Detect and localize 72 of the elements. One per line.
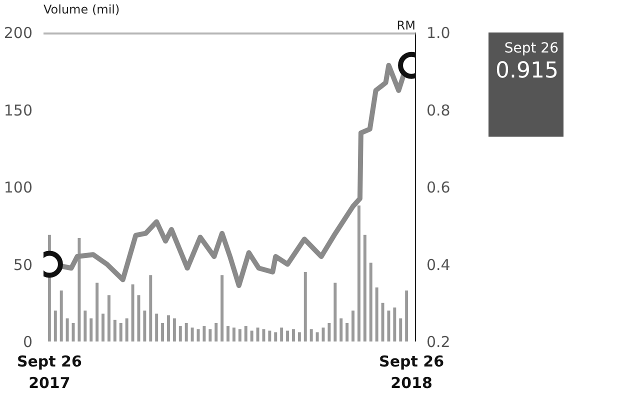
bar [369, 262, 372, 342]
bar [363, 234, 366, 342]
bar [334, 282, 337, 342]
bar [54, 310, 57, 342]
bar [96, 282, 99, 342]
bar [78, 238, 81, 342]
x-tick-label: Sept 26 2018 [379, 352, 444, 392]
bar [346, 322, 349, 342]
bar [214, 322, 218, 342]
y-tick-label: 150 [4, 101, 33, 120]
bar [381, 302, 384, 342]
bar [66, 318, 69, 342]
bar [393, 308, 396, 342]
bar [304, 272, 307, 342]
bar [268, 330, 272, 342]
bar [208, 329, 212, 342]
bar [113, 320, 116, 342]
bar [352, 310, 354, 342]
bar [226, 326, 230, 342]
bar [220, 275, 224, 342]
bar [184, 322, 188, 342]
y-tick-label: 50 [13, 256, 33, 274]
bar [90, 318, 93, 342]
bar [405, 290, 408, 342]
y2-tick-label: 0.8 [426, 101, 450, 120]
bar [119, 322, 122, 342]
y2-tick-label: 0.6 [426, 178, 450, 196]
bar [155, 314, 158, 342]
bar [387, 310, 390, 342]
y-tick-label: 200 [4, 24, 33, 42]
bar [202, 326, 206, 342]
bar [250, 330, 254, 342]
bar [280, 328, 284, 342]
bar [238, 329, 242, 342]
y2-tick-label: 0.4 [426, 256, 450, 274]
bar [84, 310, 87, 342]
text: Sept 26 0.915 [496, 40, 559, 84]
bar [262, 329, 266, 342]
bar [375, 287, 378, 342]
bar [244, 326, 248, 342]
bar [161, 322, 164, 342]
bar [125, 318, 128, 342]
y-tick-label: 100 [4, 178, 33, 196]
bar [167, 315, 170, 342]
y2-tick-label: 1.0 [426, 24, 450, 42]
x-tick-label: Sept 26 2017 [16, 352, 82, 392]
y2-tick-label: 0.2 [426, 333, 450, 351]
bar [274, 332, 278, 342]
bar [310, 329, 313, 342]
bar [60, 290, 63, 342]
bar [357, 206, 360, 342]
bar [172, 318, 176, 342]
bar [286, 330, 290, 342]
bar [131, 284, 134, 342]
y-tick-label: 0 [22, 333, 33, 351]
bar [340, 318, 343, 342]
bar [143, 310, 146, 342]
bar [298, 332, 301, 342]
bar [256, 328, 260, 342]
bar [190, 328, 194, 342]
bar [399, 318, 402, 342]
bar [102, 314, 105, 342]
bar [232, 328, 236, 342]
bar [107, 295, 110, 342]
y2-axis-title: RM [396, 18, 416, 32]
bar [137, 295, 140, 342]
bar [328, 322, 331, 342]
bar [178, 326, 182, 342]
bar [316, 332, 319, 342]
bar [292, 329, 295, 342]
y-axis-title: Volume (mil) [44, 2, 120, 16]
bar [149, 275, 152, 342]
